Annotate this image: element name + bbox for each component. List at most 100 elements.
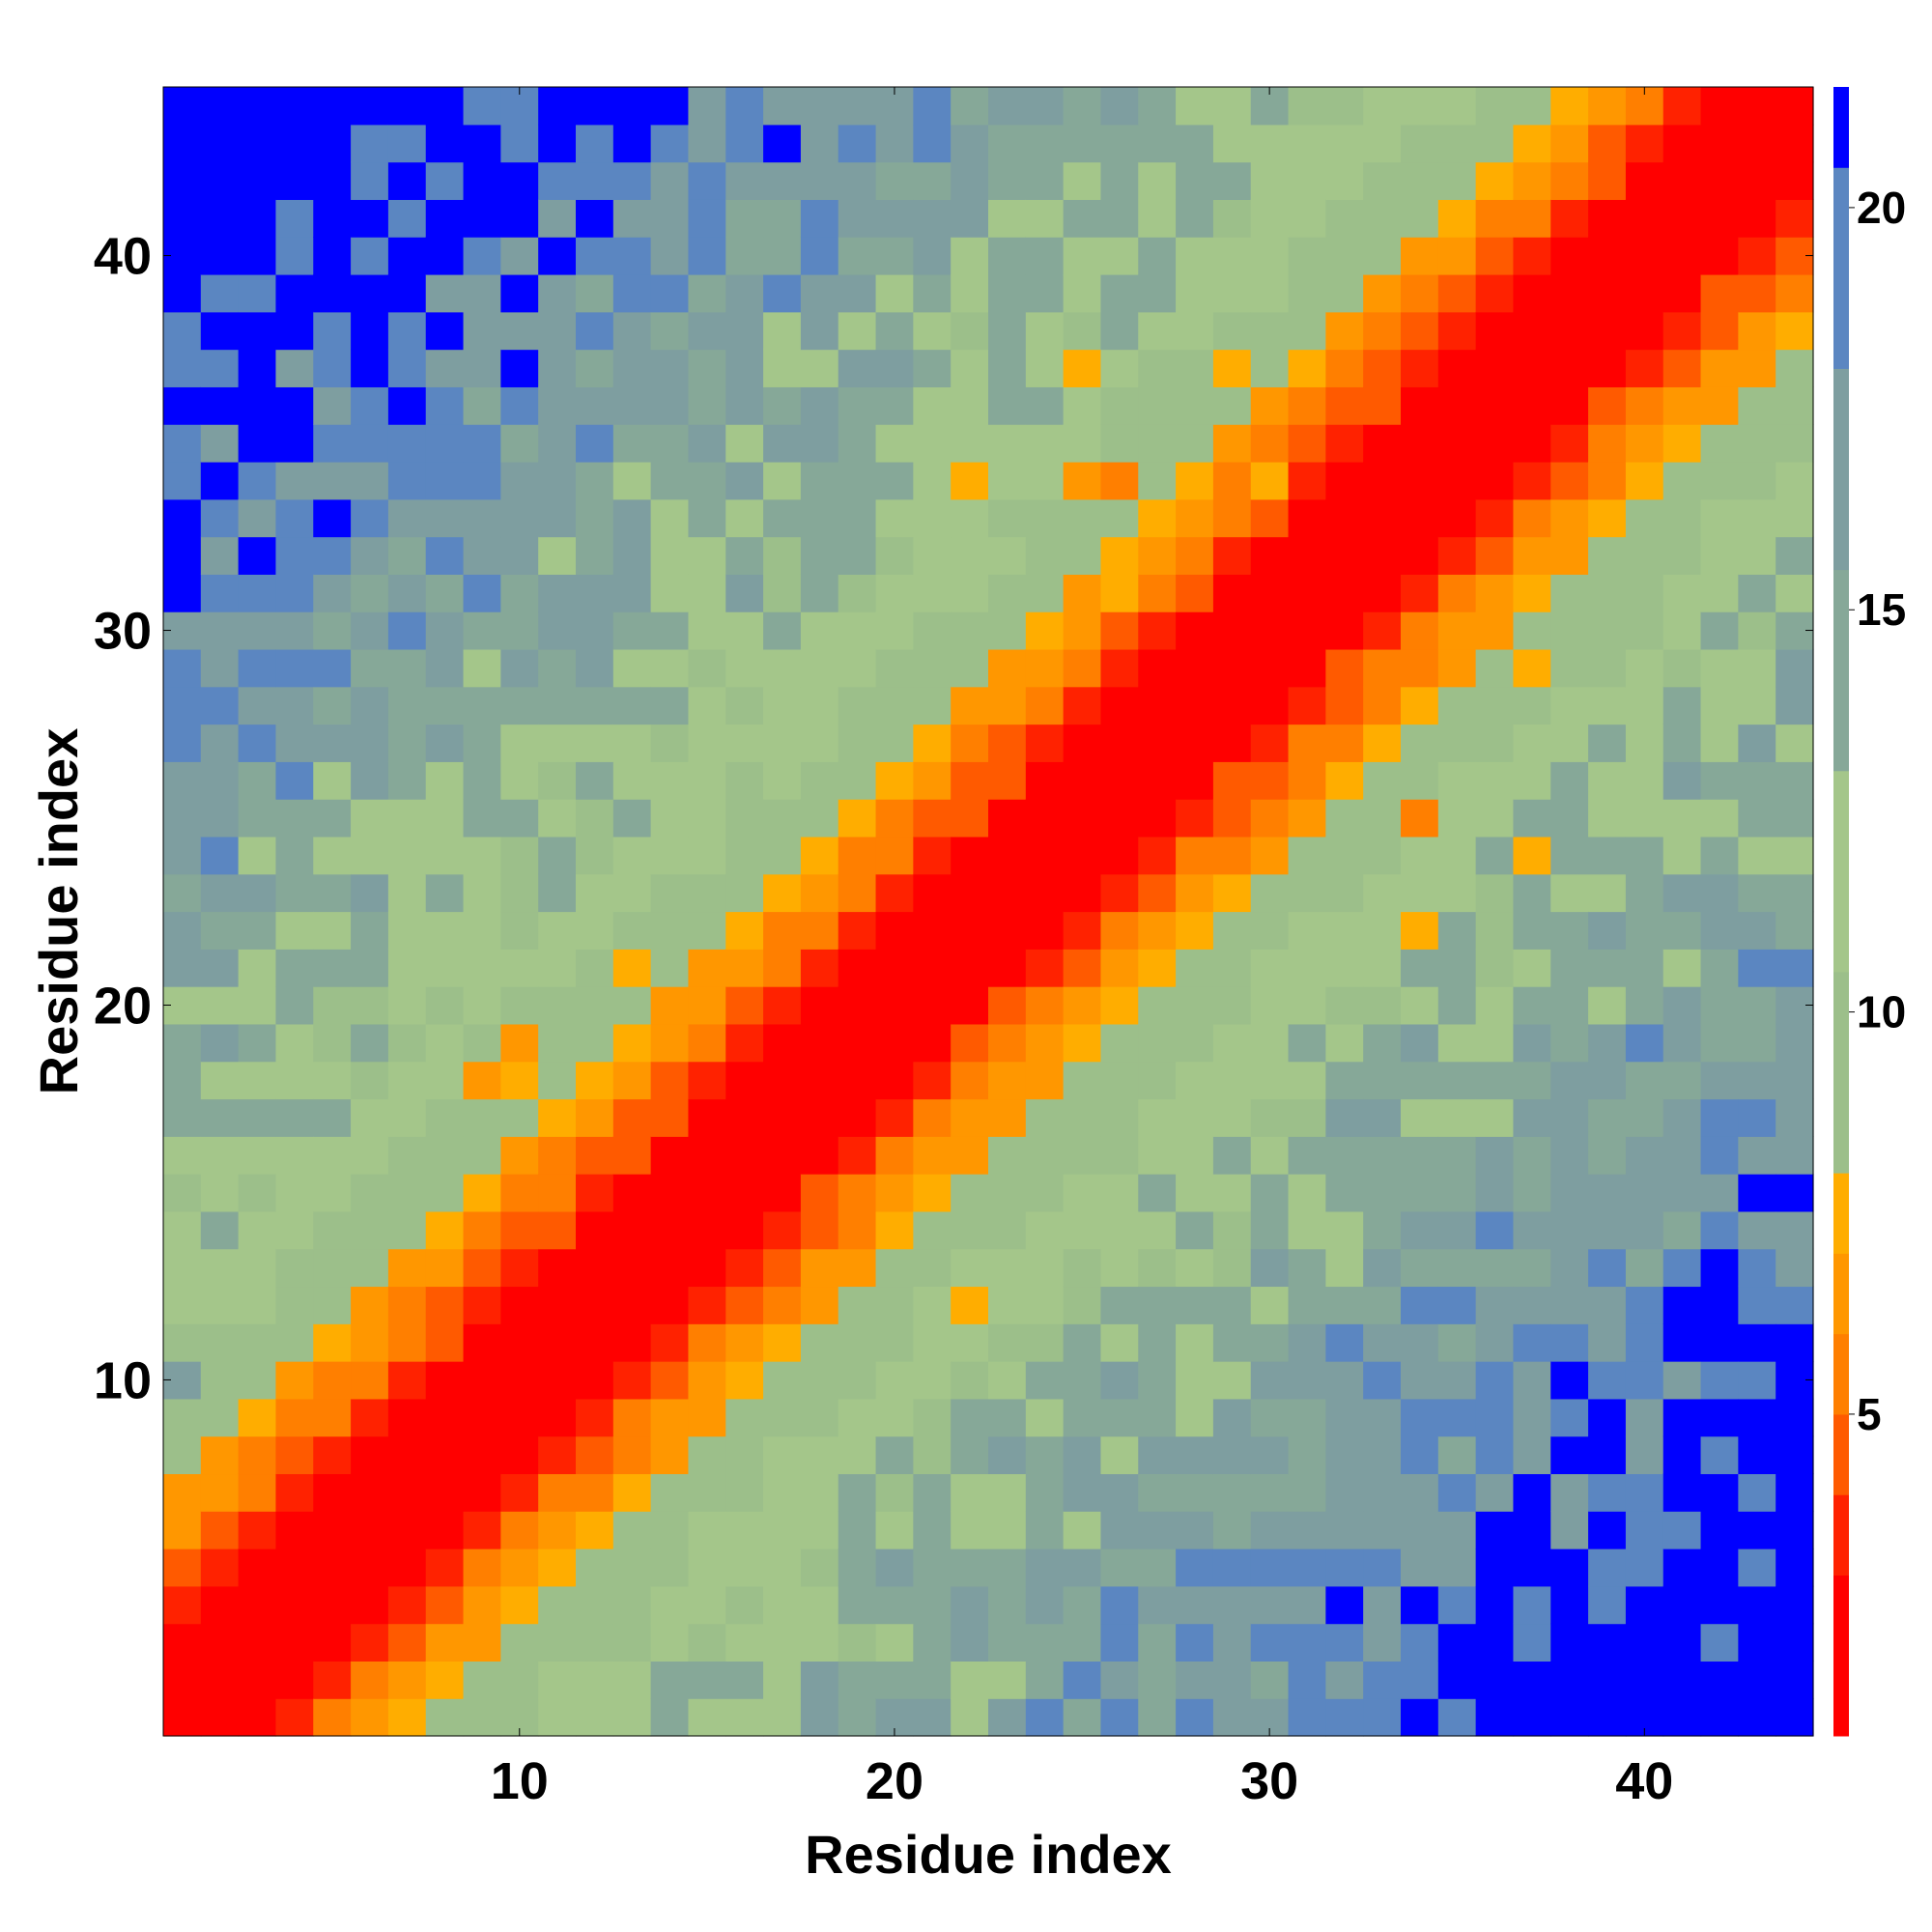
heatmap-cell: [200, 648, 240, 688]
heatmap-cell: [163, 1585, 202, 1625]
heatmap-cell: [838, 1698, 877, 1737]
heatmap-cell: [1288, 1623, 1326, 1662]
heatmap-cell: [500, 1435, 539, 1475]
heatmap-cell: [875, 1398, 914, 1437]
heatmap-cell: [1025, 1698, 1065, 1737]
heatmap-cell: [800, 1248, 839, 1288]
heatmap-cell: [688, 1473, 726, 1512]
heatmap-cell: [1176, 1361, 1214, 1400]
heatmap-cell: [875, 1623, 914, 1662]
heatmap-cell: [1401, 1174, 1439, 1212]
x-tick-label: 30: [1240, 1752, 1298, 1810]
heatmap-cell: [387, 1323, 427, 1362]
heatmap-cell: [1100, 1061, 1139, 1100]
heatmap-cell: [1437, 1323, 1477, 1362]
heatmap-cell: [725, 873, 764, 913]
heatmap-cell: [1063, 1061, 1102, 1100]
heatmap-cell: [425, 237, 465, 275]
heatmap-cell: [1288, 611, 1326, 650]
heatmap-cell: [1212, 87, 1252, 126]
heatmap-cell: [1138, 1023, 1177, 1063]
heatmap-cell: [275, 161, 314, 200]
heatmap-cell: [1625, 1473, 1664, 1512]
heatmap-cell: [913, 273, 952, 313]
heatmap-cell: [688, 949, 726, 987]
heatmap-cell: [1738, 1098, 1776, 1137]
heatmap-cell: [1176, 461, 1214, 500]
heatmap-cell: [1363, 1174, 1402, 1212]
heatmap-cell: [612, 1623, 652, 1662]
heatmap-cell: [1776, 1248, 1814, 1288]
heatmap-cell: [576, 161, 614, 200]
heatmap-cell: [1025, 949, 1065, 987]
heatmap-cell: [275, 836, 314, 875]
heatmap-cell: [275, 124, 314, 163]
heatmap-cell: [838, 574, 877, 612]
heatmap-cell: [1025, 1585, 1065, 1625]
heatmap-cell: [1475, 1511, 1515, 1549]
heatmap-cell: [1288, 461, 1326, 500]
heatmap-cell: [650, 799, 690, 838]
heatmap-cell: [838, 911, 877, 950]
heatmap-cell: [612, 461, 652, 500]
heatmap-cell: [1025, 724, 1065, 762]
heatmap-cell: [463, 1174, 501, 1212]
heatmap-cell: [1550, 1098, 1589, 1137]
heatmap-cell: [875, 1661, 914, 1699]
heatmap-cell: [1100, 1698, 1139, 1737]
heatmap-cell: [1550, 311, 1589, 351]
heatmap-cell: [200, 1323, 240, 1362]
heatmap-cell: [1662, 1435, 1702, 1475]
heatmap-cell: [1738, 1174, 1776, 1212]
heatmap-cell: [1025, 1548, 1065, 1587]
heatmap-cell: [1475, 424, 1515, 463]
heatmap-cell: [650, 386, 690, 425]
heatmap-cell: [1100, 1210, 1139, 1250]
heatmap-cell: [1212, 536, 1252, 575]
heatmap-cell: [875, 1136, 914, 1175]
heatmap-cell: [313, 1398, 352, 1437]
heatmap-cell: [612, 1398, 652, 1437]
heatmap-cell: [576, 911, 614, 950]
heatmap-cell: [1212, 311, 1252, 351]
heatmap-cell: [1401, 836, 1439, 875]
heatmap-cell: [1401, 311, 1439, 351]
heatmap-cell: [538, 386, 577, 425]
heatmap-cell: [200, 1098, 240, 1137]
heatmap-cell: [800, 1435, 839, 1475]
heatmap-cell: [425, 199, 465, 238]
heatmap-cell: [1738, 1210, 1776, 1250]
heatmap-cell: [200, 873, 240, 913]
heatmap-cell: [838, 1548, 877, 1587]
heatmap-cell: [1738, 1286, 1776, 1324]
heatmap-cell: [988, 949, 1027, 987]
heatmap-cell: [763, 1248, 802, 1288]
heatmap-cell: [688, 836, 726, 875]
heatmap-cell: [1513, 1323, 1551, 1362]
heatmap-cell: [1138, 237, 1177, 275]
heatmap-cell: [1662, 349, 1702, 387]
heatmap-cell: [538, 124, 577, 163]
heatmap-cell: [1475, 1061, 1515, 1100]
heatmap-cell: [1550, 1623, 1589, 1662]
heatmap-cell: [463, 1661, 501, 1699]
heatmap-cell: [425, 1435, 465, 1475]
heatmap-cell: [538, 1023, 577, 1063]
heatmap-cell: [988, 611, 1027, 650]
heatmap-cell: [1475, 611, 1515, 650]
heatmap-cell: [1401, 386, 1439, 425]
heatmap-cell: [1212, 124, 1252, 163]
heatmap-cell: [1738, 1061, 1776, 1100]
heatmap-cell: [1138, 648, 1177, 688]
heatmap-cell: [1363, 311, 1402, 351]
heatmap-cell: [1776, 911, 1814, 950]
heatmap-cell: [1100, 574, 1139, 612]
heatmap-cell: [1363, 911, 1402, 950]
heatmap-cell: [463, 799, 501, 838]
heatmap-cell: [1588, 1098, 1627, 1137]
heatmap-cell: [1700, 1511, 1739, 1549]
heatmap-cell: [463, 1698, 501, 1737]
heatmap-cell: [425, 1248, 465, 1288]
heatmap-cell: [1513, 461, 1551, 500]
heatmap-cell: [163, 386, 202, 425]
